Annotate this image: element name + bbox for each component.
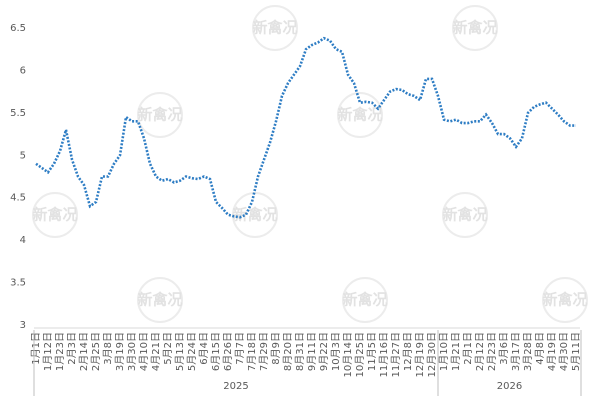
x-tick-label: 4月30日: [558, 332, 570, 371]
watermark-text: 新禽况: [442, 206, 487, 224]
x-tick-label: 11月27日: [390, 332, 402, 377]
x-tick-label: 12月30日: [426, 332, 438, 377]
watermark-text: 新禽况: [452, 19, 497, 37]
watermark-text: 新禽况: [232, 206, 277, 224]
x-tick-label: 8月9日: [270, 332, 282, 365]
x-tick-label: 1月12日: [42, 332, 54, 371]
x-tick-label: 3月8日: [102, 332, 114, 365]
x-tick-label: 2月12日: [474, 332, 486, 371]
y-tick-label: 4: [20, 235, 26, 246]
x-tick-label: 8月31日: [294, 332, 306, 371]
watermark-circle: [452, 5, 498, 51]
y-tick-label: 5.5: [10, 108, 26, 119]
year-label: 2025: [223, 381, 248, 392]
x-tick-label: 4月21日: [150, 332, 162, 371]
watermark-text: 新禽况: [542, 291, 587, 309]
y-tick-label: 3.5: [10, 278, 26, 289]
data-line: [35, 36, 576, 219]
watermark-circle: [137, 277, 183, 323]
x-tick-label: 3月30日: [126, 332, 138, 371]
x-tick-label: 6月4日: [198, 332, 210, 365]
x-tick-label: 5月24日: [186, 332, 198, 371]
x-tick-label: 4月10日: [138, 332, 150, 371]
watermark-text: 新禽况: [137, 106, 182, 124]
watermark-circle: [337, 92, 383, 138]
watermark-text: 新禽况: [342, 291, 387, 309]
year-label: 2026: [497, 381, 522, 392]
x-tick-label: 4月19日: [546, 332, 558, 371]
watermark-circle: [342, 277, 388, 323]
y-tick-label: 6: [20, 65, 26, 76]
watermark-text: 新禽况: [137, 291, 182, 309]
x-tick-label: 12月19日: [414, 332, 426, 377]
watermark-circle: [252, 5, 298, 51]
x-tick-label: 10月3日: [330, 332, 342, 371]
x-tick-label: 8月20日: [282, 332, 294, 371]
watermark-circle: [542, 277, 588, 323]
x-tick-label: 11月16日: [378, 332, 390, 377]
x-tick-label: 2月14日: [78, 332, 90, 371]
x-tick-label: 1月1日: [30, 332, 42, 365]
y-tick-label: 5: [20, 150, 26, 161]
x-tick-label: 5月2日: [162, 332, 174, 365]
y-tick-label: 3: [20, 320, 26, 331]
x-tick-label: 2月23日: [486, 332, 498, 371]
x-tick-label: 7月18日: [246, 332, 258, 371]
x-tick-label: 5月11日: [570, 332, 582, 371]
watermark-circle: [32, 192, 78, 238]
watermark-text: 新禽况: [32, 206, 77, 224]
x-tick-label: 2月25日: [90, 332, 102, 371]
watermark-text: 新禽况: [252, 19, 297, 37]
x-tick-label: 11月5日: [366, 332, 378, 371]
x-tick-label: 9月22日: [318, 332, 330, 371]
x-tick-label: 4月8日: [534, 332, 546, 365]
x-tick-label: 3月17日: [510, 332, 522, 371]
x-tick-label: 3月19日: [114, 332, 126, 371]
watermark-text: 新禽况: [337, 106, 382, 124]
x-tick-label: 2月3日: [66, 332, 78, 365]
x-tick-label: 10月25日: [354, 332, 366, 377]
x-tick-label: 1月21日: [450, 332, 462, 371]
watermark-circle: [442, 192, 488, 238]
x-tick-label: 3月6日: [498, 332, 510, 365]
x-tick-label: 7月29日: [258, 332, 270, 371]
x-tick-label: 3月28日: [522, 332, 534, 371]
x-tick-label: 9月11日: [306, 332, 318, 371]
x-tick-label: 2月1日: [462, 332, 474, 365]
x-tick-label: 6月26日: [222, 332, 234, 371]
x-tick-label: 12月8日: [402, 332, 414, 371]
y-tick-label: 4.5: [10, 193, 26, 204]
y-tick-label: 6.5: [10, 23, 26, 34]
watermark-circle: [137, 92, 183, 138]
x-tick-label: 7月7日: [234, 332, 246, 365]
x-tick-label: 5月13日: [174, 332, 186, 371]
x-tick-label: 1月23日: [54, 332, 66, 371]
x-tick-label: 10月14日: [342, 332, 354, 377]
x-tick-label: 1月10日: [438, 332, 450, 371]
x-tick-label: 6月15日: [210, 332, 222, 371]
